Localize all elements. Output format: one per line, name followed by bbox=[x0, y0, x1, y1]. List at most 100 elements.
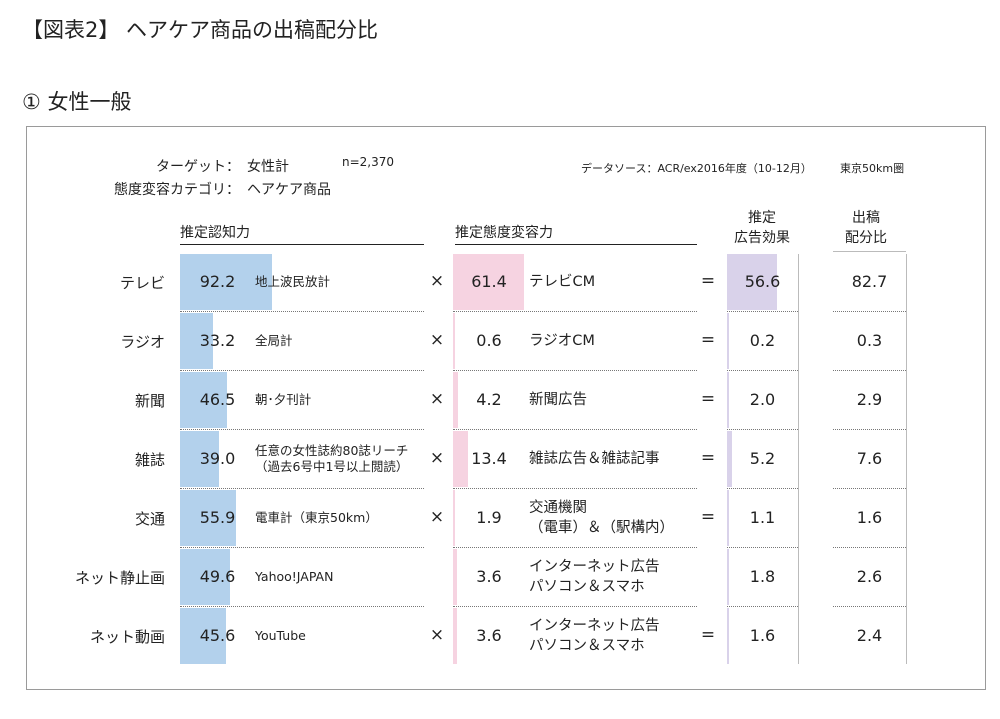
effect-bar bbox=[727, 372, 729, 428]
times-sign: × bbox=[429, 330, 445, 350]
awareness-media: 地上波民放計 bbox=[255, 274, 331, 289]
equals-sign: = bbox=[700, 271, 716, 291]
effect-bar bbox=[727, 254, 778, 310]
times-sign: × bbox=[429, 448, 445, 468]
effect-bar bbox=[727, 490, 729, 546]
target-label: ターゲット： bbox=[156, 159, 240, 175]
row-separator bbox=[453, 311, 697, 312]
header-ratio: 出稿 配分比 bbox=[825, 208, 907, 248]
attitude-bar bbox=[453, 431, 469, 487]
row-separator bbox=[727, 370, 798, 371]
row-separator bbox=[833, 429, 906, 430]
row-separator bbox=[727, 488, 798, 489]
row-separator bbox=[180, 311, 424, 312]
row-separator bbox=[833, 488, 906, 489]
row-separator bbox=[727, 547, 798, 548]
header-effect-line2: 広告効果 bbox=[734, 230, 790, 246]
row-label: ラジオ bbox=[120, 333, 165, 351]
times-sign: × bbox=[429, 389, 445, 409]
attitude-media: 交通機関 （電車）＆（駅構内） bbox=[529, 500, 674, 536]
attitude-value: 3.6 bbox=[476, 626, 502, 645]
row-separator bbox=[453, 488, 697, 489]
ratio-column-border bbox=[906, 254, 907, 664]
awareness-bar bbox=[180, 254, 273, 310]
effect-value: 2.0 bbox=[749, 390, 776, 409]
row-label: 雑誌 bbox=[134, 451, 165, 469]
awareness-value: 55.9 bbox=[199, 508, 236, 527]
attitude-media: インターネット広告 パソコン＆スマホ bbox=[529, 559, 660, 595]
row-separator bbox=[453, 370, 697, 371]
category-label: 態度変容カテゴリ： bbox=[114, 182, 240, 198]
row-label: 交通 bbox=[134, 510, 165, 528]
section-title: ① 女性一般 bbox=[22, 90, 132, 114]
ratio-value: 0.3 bbox=[856, 331, 883, 350]
row-separator bbox=[180, 547, 424, 548]
ratio-header-rule bbox=[833, 251, 906, 252]
awareness-bar bbox=[180, 372, 227, 428]
awareness-media: YouTube bbox=[255, 628, 306, 643]
row-separator bbox=[833, 311, 906, 312]
awareness-bar bbox=[180, 313, 214, 369]
ratio-value: 2.9 bbox=[856, 390, 883, 409]
attitude-value: 1.9 bbox=[476, 508, 502, 527]
effect-value: 0.2 bbox=[749, 331, 776, 350]
attitude-bar bbox=[453, 313, 455, 369]
attitude-media: ラジオCM bbox=[529, 333, 595, 349]
sample-size: n=2,370 bbox=[342, 155, 395, 169]
row-separator bbox=[727, 429, 798, 430]
equals-sign: = bbox=[700, 625, 716, 645]
attitude-bar bbox=[453, 254, 524, 310]
effect-value: 1.6 bbox=[749, 626, 776, 645]
row-separator bbox=[833, 547, 906, 548]
effect-bar bbox=[727, 313, 729, 369]
attitude-bar bbox=[453, 490, 456, 546]
row-separator bbox=[180, 606, 424, 607]
awareness-media: 全局計 bbox=[255, 333, 293, 348]
row-label: テレビ bbox=[119, 274, 165, 292]
effect-value: 5.2 bbox=[749, 449, 776, 468]
effect-value: 56.6 bbox=[744, 272, 781, 291]
row-separator bbox=[453, 429, 697, 430]
awareness-bar bbox=[180, 490, 236, 546]
attitude-media: 雑誌広告＆雑誌記事 bbox=[529, 451, 660, 467]
awareness-media: 任意の女性誌約80誌リーチ （過去6号中1号以上閲読） bbox=[255, 443, 409, 474]
awareness-value: 92.2 bbox=[199, 272, 236, 291]
attitude-value: 4.2 bbox=[476, 390, 502, 409]
attitude-value: 0.6 bbox=[476, 331, 502, 350]
figure-title: 【図表2】 ヘアケア商品の出稿配分比 bbox=[22, 18, 379, 42]
effect-value: 1.1 bbox=[749, 508, 776, 527]
awareness-value: 45.6 bbox=[199, 626, 236, 645]
category-value: ヘアケア商品 bbox=[247, 182, 331, 198]
effect-bar bbox=[727, 431, 732, 487]
equals-sign: = bbox=[700, 448, 716, 468]
attitude-media: 新聞広告 bbox=[529, 392, 587, 408]
times-sign: × bbox=[429, 507, 445, 527]
equals-sign: = bbox=[700, 389, 716, 409]
header-effect-line1: 推定 bbox=[748, 210, 776, 226]
header-ratio-line1: 出稿 bbox=[852, 210, 880, 226]
row-label: ネット動画 bbox=[89, 628, 165, 646]
awareness-media: 電車計（東京50km） bbox=[255, 510, 378, 525]
ratio-value: 7.6 bbox=[856, 449, 883, 468]
attitude-value: 3.6 bbox=[476, 567, 502, 586]
awareness-bar bbox=[180, 549, 230, 605]
header-ratio-line2: 配分比 bbox=[845, 230, 887, 246]
header-effect: 推定 広告効果 bbox=[721, 208, 803, 248]
attitude-bar bbox=[453, 608, 458, 664]
header-awareness: 推定認知力 bbox=[180, 222, 424, 245]
row-separator bbox=[453, 547, 697, 548]
attitude-value: 61.4 bbox=[471, 272, 507, 291]
row-label: ネット静止画 bbox=[74, 569, 165, 587]
awareness-value: 33.2 bbox=[199, 331, 236, 350]
row-separator bbox=[453, 606, 697, 607]
chart-panel bbox=[26, 126, 986, 690]
row-separator bbox=[727, 606, 798, 607]
effect-bar bbox=[727, 608, 729, 664]
equals-sign: = bbox=[700, 330, 716, 350]
attitude-media: テレビCM bbox=[529, 274, 596, 290]
awareness-bar bbox=[180, 608, 226, 664]
times-sign: × bbox=[429, 271, 445, 291]
times-sign: × bbox=[429, 625, 445, 645]
row-label: 新聞 bbox=[134, 392, 165, 410]
awareness-bar bbox=[180, 431, 219, 487]
